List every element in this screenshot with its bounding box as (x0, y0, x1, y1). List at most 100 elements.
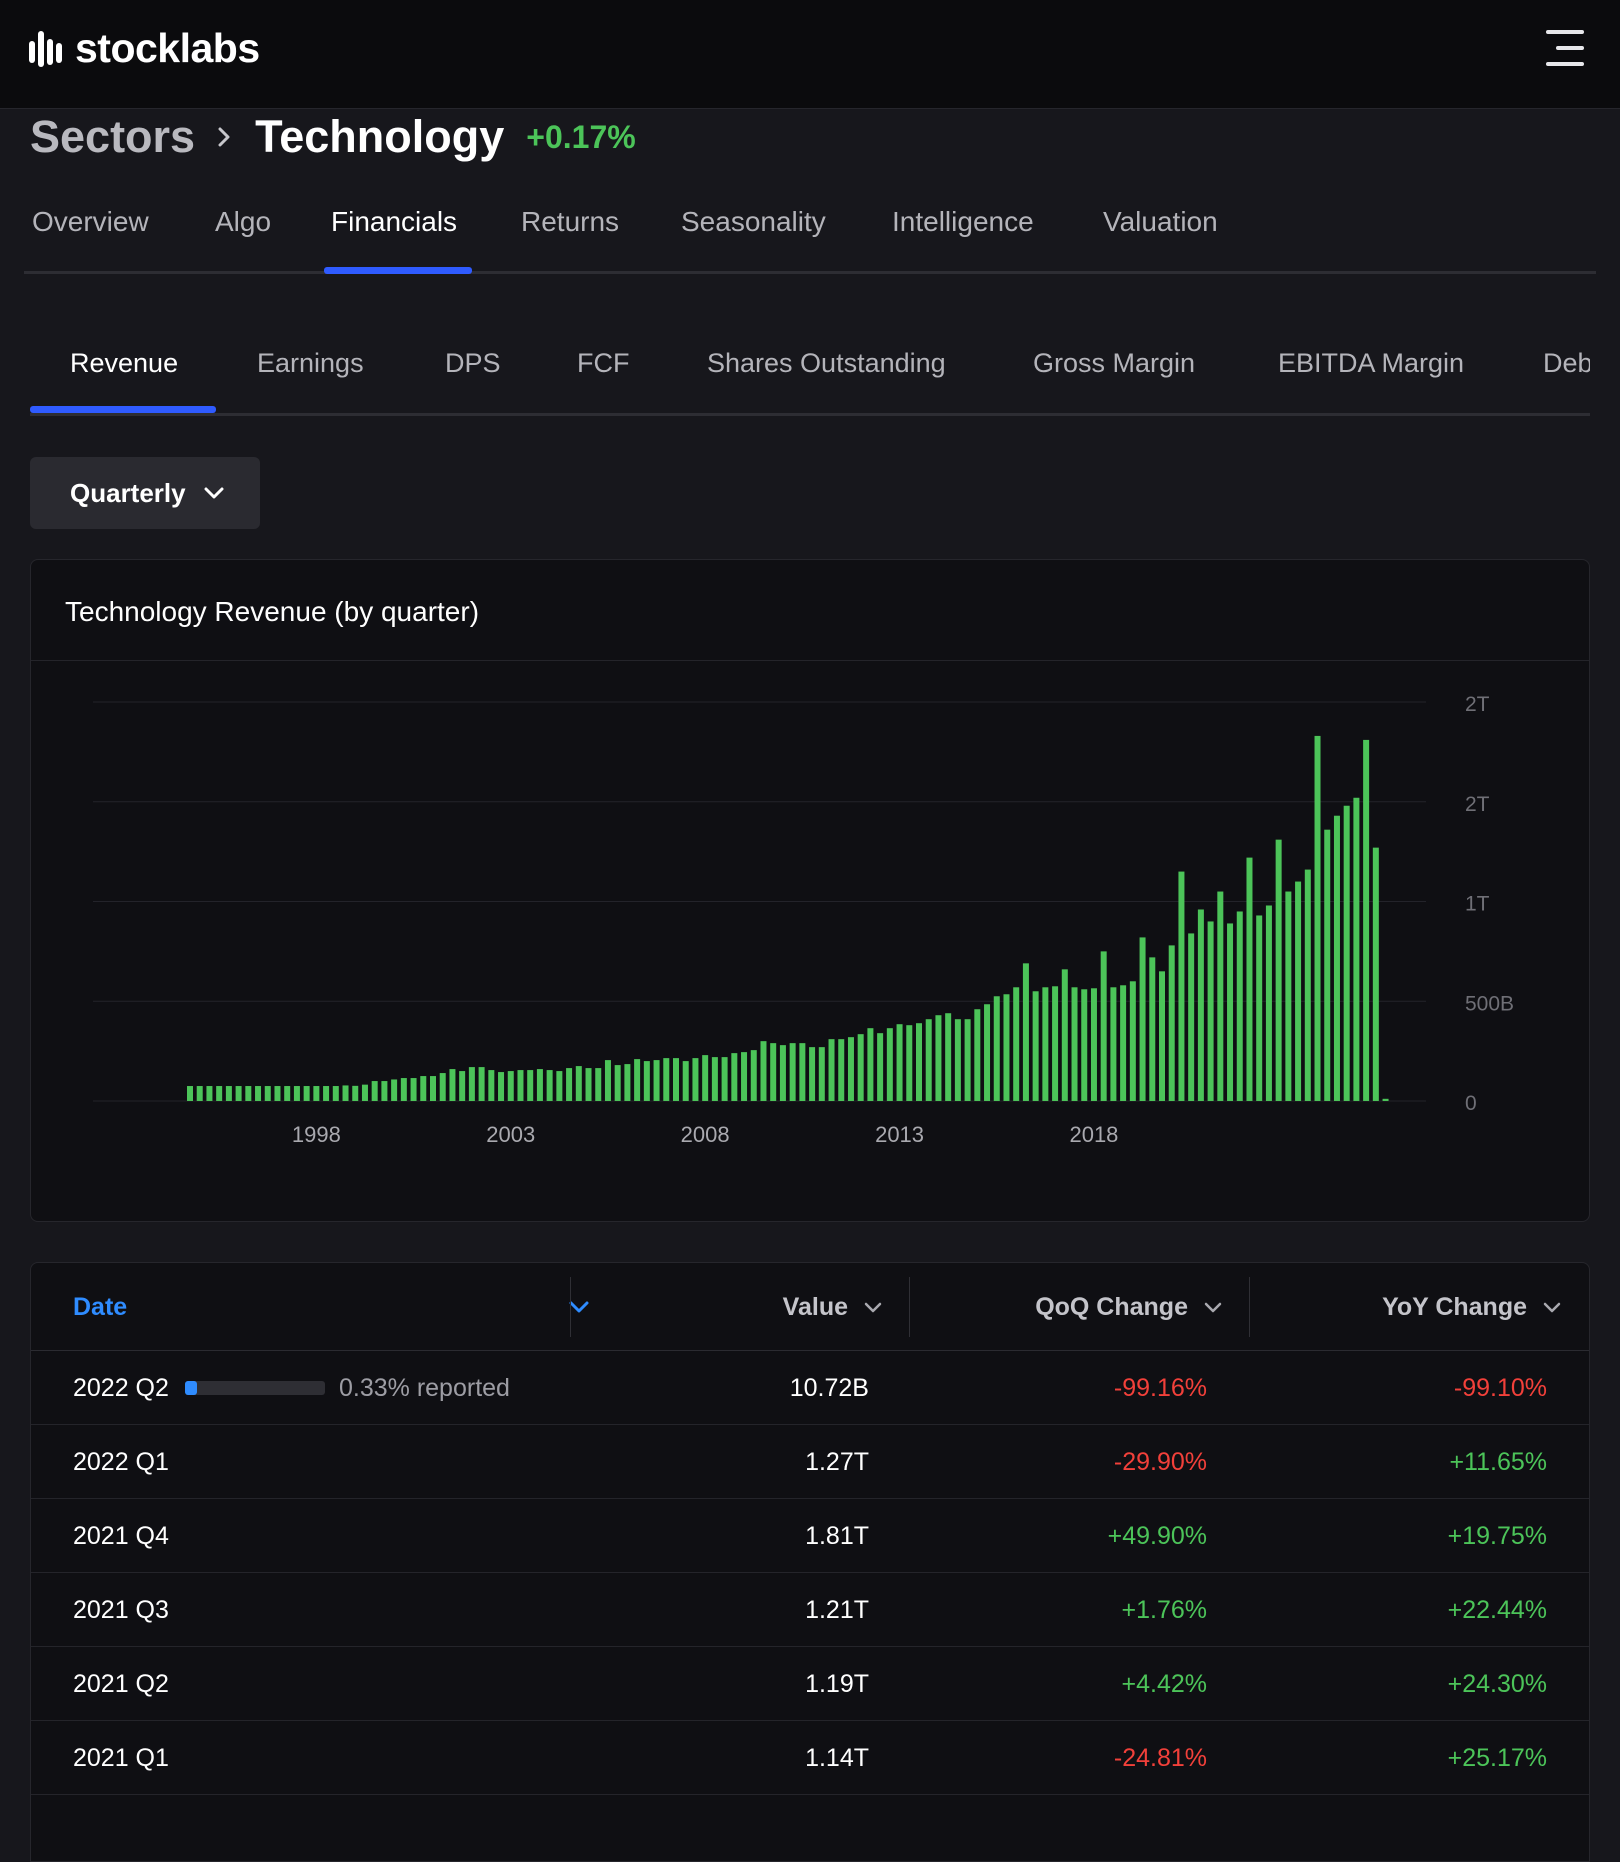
cell-value: 1.27T (805, 1447, 869, 1476)
revenue-bar (964, 1019, 971, 1101)
revenue-bar (478, 1067, 485, 1101)
cell-value: 1.81T (805, 1521, 869, 1550)
revenue-bar (284, 1086, 291, 1101)
revenue-bar (702, 1055, 709, 1101)
table-row[interactable]: 2021 Q4 1.81T +49.90% +19.75% (31, 1499, 1589, 1573)
revenue-bar (634, 1059, 641, 1101)
subtab-ebitda-margin[interactable]: EBITDA Margin (1278, 348, 1465, 378)
chart-title: Technology Revenue (by quarter) (65, 596, 480, 627)
revenue-bar (1129, 981, 1136, 1101)
table-row[interactable]: 2022 Q1 1.27T -29.90% +11.65% (31, 1425, 1589, 1499)
subtab-gross-margin[interactable]: Gross Margin (1033, 348, 1196, 378)
column-header-value[interactable]: Value (571, 1263, 910, 1351)
revenue-bar (391, 1079, 398, 1101)
revenue-bar (1363, 739, 1370, 1101)
subtab-fcf[interactable]: FCF (577, 348, 630, 378)
breadcrumb-sectors-link[interactable]: Sectors (30, 111, 196, 162)
revenue-bar (789, 1043, 796, 1101)
revenue-bar (770, 1043, 777, 1101)
revenue-bar (673, 1058, 679, 1101)
tab-intelligence[interactable]: Intelligence (892, 206, 1034, 237)
cell-yoy-change: +24.30% (1447, 1669, 1547, 1698)
revenue-bar (760, 1041, 767, 1101)
revenue-bar (1246, 857, 1253, 1101)
subtab-debt[interactable]: Deb (1543, 348, 1590, 378)
logo-text: stocklabs (75, 25, 260, 71)
revenue-bar-chart: 0 500B 1T 2T 2T 1998 2003 2008 2013 2018 (93, 693, 1514, 1147)
revenue-bar (1304, 869, 1311, 1101)
cell-date: 2021 Q2 (73, 1669, 169, 1698)
revenue-table: Date Value QoQ Change YoY Change 20 (30, 1262, 1590, 1862)
main-tabs: Overview Algo Financials Returns Seasona… (24, 196, 1596, 274)
tab-returns[interactable]: Returns (521, 206, 620, 237)
table-header: Date Value QoQ Change YoY Change (31, 1263, 1589, 1351)
revenue-bar (255, 1086, 262, 1101)
period-dropdown[interactable]: Quarterly (30, 457, 260, 529)
revenue-bar (799, 1043, 806, 1101)
revenue-bar (877, 1033, 884, 1101)
revenue-bar (886, 1028, 893, 1101)
revenue-bar (381, 1081, 388, 1101)
breadcrumb: Sectors Technology +0.17% (30, 110, 636, 164)
cell-qoq-change: +1.76% (1121, 1595, 1208, 1624)
hamburger-menu-icon[interactable] (1538, 28, 1584, 68)
column-header-yoy[interactable]: YoY Change (1250, 1263, 1589, 1351)
revenue-bar (206, 1086, 213, 1101)
revenue-bar (1178, 871, 1185, 1101)
revenue-bar (332, 1086, 339, 1101)
revenue-bar (624, 1064, 631, 1101)
revenue-bar (682, 1061, 689, 1101)
revenue-bar (1139, 937, 1146, 1101)
revenue-bar (216, 1086, 223, 1101)
table-row[interactable]: 2021 Q3 1.21T +1.76% +22.44% (31, 1573, 1589, 1647)
column-header-qoq[interactable]: QoQ Change (910, 1263, 1250, 1351)
cell-date: 2022 Q2 (73, 1373, 169, 1402)
revenue-bar (1197, 909, 1204, 1101)
revenue-bar (517, 1070, 524, 1101)
revenue-bar (1110, 987, 1117, 1101)
tab-algo[interactable]: Algo (215, 206, 272, 237)
tab-seasonality[interactable]: Seasonality (681, 206, 826, 237)
revenue-bar (1275, 839, 1282, 1101)
subtab-shares-outstanding[interactable]: Shares Outstanding (707, 348, 946, 378)
table-row[interactable]: 2022 Q2 0.33% reported 10.72B -99.16% -99.10… (31, 1351, 1589, 1425)
x-tick-label: 2008 (681, 1122, 730, 1147)
column-separator (909, 1277, 910, 1337)
cell-yoy-change: +19.75% (1447, 1521, 1547, 1550)
cell-qoq-change: +49.90% (1107, 1521, 1207, 1550)
y-tick-label: 0 (1465, 1092, 1477, 1115)
subtab-revenue[interactable]: Revenue (70, 348, 179, 378)
chevron-down-icon (204, 487, 224, 499)
revenue-bar (400, 1078, 407, 1101)
revenue-bar (1081, 989, 1088, 1101)
revenue-bar (196, 1086, 203, 1101)
revenue-bar (692, 1058, 699, 1101)
revenue-bar (1227, 923, 1234, 1101)
subtab-dps[interactable]: DPS (445, 348, 501, 378)
tab-financials[interactable]: Financials (331, 206, 458, 237)
revenue-bar (916, 1023, 922, 1101)
revenue-bar (498, 1072, 505, 1101)
revenue-bar (1324, 829, 1331, 1101)
tab-valuation[interactable]: Valuation (1103, 206, 1218, 237)
cell-date: 2021 Q4 (73, 1521, 169, 1550)
chevron-down-icon (1204, 1302, 1222, 1312)
subtab-earnings[interactable]: Earnings (257, 348, 364, 378)
x-tick-label: 1998 (292, 1122, 341, 1147)
revenue-bar (721, 1057, 728, 1101)
column-header-date[interactable]: Date (73, 1263, 589, 1351)
revenue-bar (274, 1086, 281, 1101)
revenue-bar (459, 1071, 466, 1101)
revenue-bar (1003, 994, 1010, 1101)
cell-value: 1.14T (805, 1743, 869, 1772)
revenue-bar (1159, 971, 1165, 1101)
financials-subtabs: Revenue Earnings DPS FCF Shares Outstand… (30, 336, 1590, 416)
logo[interactable]: stocklabs (29, 25, 260, 71)
revenue-bar (828, 1039, 835, 1101)
table-row[interactable]: 2021 Q2 1.19T +4.42% +24.30% (31, 1647, 1589, 1721)
tab-overview[interactable]: Overview (32, 206, 149, 237)
logo-bars-icon (29, 31, 62, 67)
revenue-bar (575, 1066, 582, 1101)
chevron-down-icon (864, 1302, 882, 1312)
table-row[interactable]: 2021 Q1 1.14T -24.81% +25.17% (31, 1721, 1589, 1795)
